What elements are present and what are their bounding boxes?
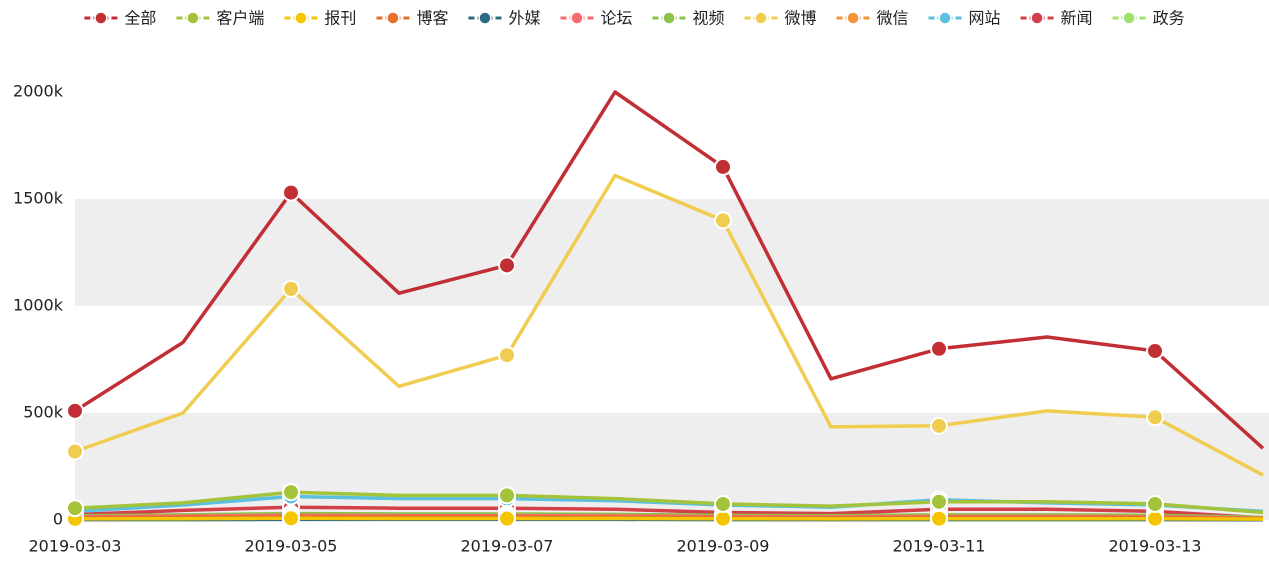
legend-label: 新闻 (1061, 9, 1093, 28)
legend-icon-dot (754, 11, 768, 25)
legend-label: 微博 (785, 9, 817, 28)
legend-icon-dot (846, 11, 860, 25)
legend-item: 博客 (376, 9, 448, 28)
point (1146, 509, 1164, 528)
series-line (74, 490, 1264, 515)
point (282, 279, 300, 298)
point (714, 157, 732, 176)
point (714, 509, 732, 528)
legend-label: 视频 (692, 9, 724, 28)
point (1146, 494, 1164, 513)
y-tick-label: 0 (53, 510, 63, 529)
point (66, 442, 84, 461)
x-tick-label: 2019-03-07 (461, 537, 554, 556)
series-line (74, 90, 1265, 450)
point (1146, 341, 1164, 360)
point (930, 509, 948, 528)
point (282, 483, 300, 502)
series-line (74, 173, 1264, 477)
point (282, 183, 300, 202)
legend-icon-dot (570, 11, 584, 25)
point (66, 401, 84, 420)
legend-icon-dot (478, 11, 492, 25)
legend-label: 报刊 (324, 9, 356, 28)
legend-item: 微博 (744, 9, 817, 28)
legend-label: 博客 (416, 9, 448, 28)
legend-icon-dot (294, 11, 308, 25)
legend-label: 网站 (969, 9, 1001, 28)
x-tick-label: 2019-03-13 (1109, 537, 1202, 556)
legend-icon-dot (938, 11, 952, 25)
legend-item: 政务 (1112, 9, 1185, 28)
point (714, 494, 732, 513)
legend-icon-dot (1122, 11, 1136, 25)
y-tick-label: 500k (23, 403, 64, 422)
x-tick-label: 2019-03-11 (893, 537, 986, 556)
x-tick-label: 2019-03-05 (245, 537, 338, 556)
point (714, 211, 732, 230)
legend-item: 微信 (836, 9, 909, 28)
legend-icon-dot (386, 11, 400, 25)
legend-label: 论坛 (600, 9, 632, 28)
legend-item: 外媒 (468, 9, 540, 28)
legend-icon-dot (186, 11, 200, 25)
point (498, 486, 516, 505)
legend: 全部 客户端 报刊 博客 外媒 论坛 视频 微博 微信 网站 新闻 政务 (84, 9, 1185, 28)
legend-item: 网站 (928, 9, 1001, 28)
series-line (74, 516, 1264, 521)
legend-item: 新闻 (1020, 9, 1093, 28)
point (66, 499, 84, 518)
legend-item: 客户端 (176, 9, 264, 28)
x-tick-label: 2019-03-03 (29, 537, 122, 556)
y-tick-label: 2000k (13, 82, 64, 101)
point (930, 339, 948, 358)
legend-item: 全部 (84, 9, 156, 28)
legend-label: 政务 (1153, 9, 1185, 28)
y-tick-label: 1000k (13, 296, 64, 315)
point (498, 346, 516, 365)
series-line (74, 505, 1264, 520)
point (1146, 408, 1164, 427)
legend-item: 视频 (652, 9, 725, 28)
point (498, 256, 516, 275)
legend-label: 微信 (877, 9, 909, 28)
point (930, 492, 948, 511)
legend-icon-dot (94, 11, 108, 25)
legend-icon-dot (1030, 11, 1044, 25)
point (930, 416, 948, 435)
legend-item: 报刊 (284, 9, 356, 28)
legend-label: 客户端 (216, 9, 264, 28)
y-tick-label: 1500k (13, 189, 64, 208)
grid-band (75, 199, 1269, 306)
x-tick-label: 2019-03-09 (677, 537, 770, 556)
point (498, 509, 516, 528)
legend-icon-dot (662, 11, 676, 25)
legend-label: 外媒 (508, 9, 540, 28)
legend-item: 论坛 (560, 9, 632, 28)
legend-label: 全部 (124, 9, 156, 28)
point (282, 509, 300, 528)
